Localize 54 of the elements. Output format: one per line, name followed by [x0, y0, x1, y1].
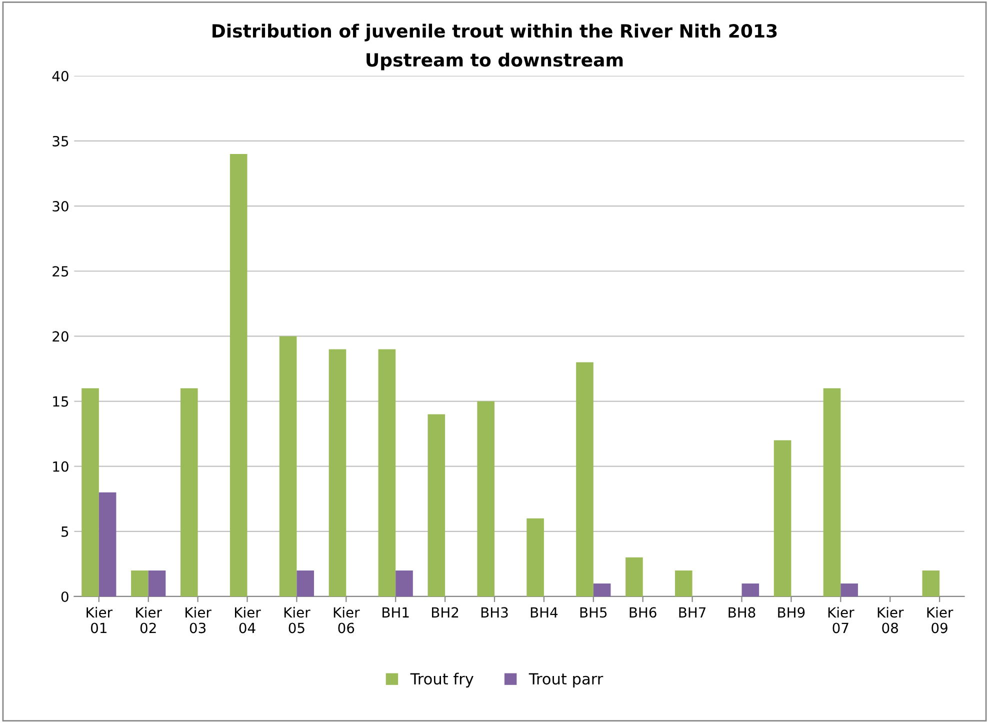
bar	[279, 336, 297, 596]
bar	[328, 349, 346, 596]
bar	[428, 414, 446, 596]
x-tick-label: Kier 03	[186, 606, 212, 634]
bar	[98, 492, 116, 596]
y-tick-label: 35	[52, 136, 68, 146]
bar	[840, 583, 858, 596]
y-tick-label: 25	[52, 266, 68, 277]
y-tick-label: 15	[53, 396, 68, 407]
bar	[148, 570, 166, 596]
x-tick-label: Kier 08	[878, 606, 904, 634]
bar	[396, 570, 413, 596]
x-tick-label: Kier 09	[927, 606, 954, 634]
x-tick-label: BH3	[481, 607, 508, 618]
bar	[922, 570, 940, 596]
x-tick-label: Kier 05	[284, 606, 310, 634]
bar	[131, 570, 148, 596]
bar	[378, 349, 396, 596]
legend-label: Trout fry	[410, 672, 474, 688]
chart-title: Distribution of juvenile trout within the River Nith 2013	[212, 24, 777, 42]
bar	[823, 388, 841, 596]
bar	[82, 388, 99, 596]
y-tick-label: 10	[53, 461, 68, 472]
y-tick-label: 20	[52, 331, 68, 342]
bar	[230, 154, 248, 596]
bar	[774, 440, 792, 596]
bar	[674, 570, 692, 596]
bar	[626, 557, 643, 596]
bar	[593, 583, 611, 596]
bar	[180, 388, 198, 596]
bar	[296, 570, 314, 596]
x-tick-label: Kier 06	[334, 606, 360, 634]
x-tick-label: Kier 01	[86, 606, 113, 634]
bar	[576, 362, 594, 596]
x-tick-label: BH9	[778, 607, 805, 618]
chart-subtitle: Upstream to downstream	[366, 52, 623, 70]
legend-label: Trout parr	[528, 673, 604, 688]
bar	[742, 583, 760, 596]
x-tick-label: BH8	[728, 607, 756, 618]
x-tick-label: BH2	[432, 607, 458, 618]
bar	[526, 518, 544, 596]
y-tick-label: 40	[52, 70, 68, 82]
x-tick-label: BH5	[580, 607, 607, 618]
x-tick-label: BH1	[382, 607, 409, 618]
y-tick-label: 0	[61, 591, 68, 602]
x-tick-label: Kier 04	[235, 606, 261, 634]
x-tick-label: BH7	[679, 607, 706, 618]
bar	[477, 401, 494, 596]
x-tick-label: BH6	[630, 607, 656, 618]
y-tick-label: 5	[62, 526, 68, 537]
y-tick-label: 30	[52, 201, 68, 212]
x-tick-label: Kier 07	[828, 606, 854, 634]
x-tick-label: Kier 02	[136, 606, 162, 634]
x-tick-label: BH4	[530, 607, 558, 618]
